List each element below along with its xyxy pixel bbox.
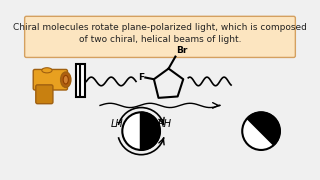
Text: RH: RH [158,119,172,129]
Polygon shape [122,112,141,150]
Polygon shape [141,112,160,150]
Text: LH: LH [111,119,124,129]
Polygon shape [242,118,275,150]
Text: F: F [138,73,144,82]
Ellipse shape [63,75,68,84]
Text: Br: Br [176,46,188,55]
Ellipse shape [60,72,71,87]
FancyBboxPatch shape [36,85,53,104]
Text: Chiral molecules rotate plane-polarized light, which is composed: Chiral molecules rotate plane-polarized … [13,23,307,32]
Text: of two chiral, helical beams of light.: of two chiral, helical beams of light. [79,35,241,44]
Bar [76,64,84,97]
Polygon shape [248,112,280,144]
FancyBboxPatch shape [25,16,295,57]
Ellipse shape [42,68,52,73]
FancyBboxPatch shape [33,69,68,90]
